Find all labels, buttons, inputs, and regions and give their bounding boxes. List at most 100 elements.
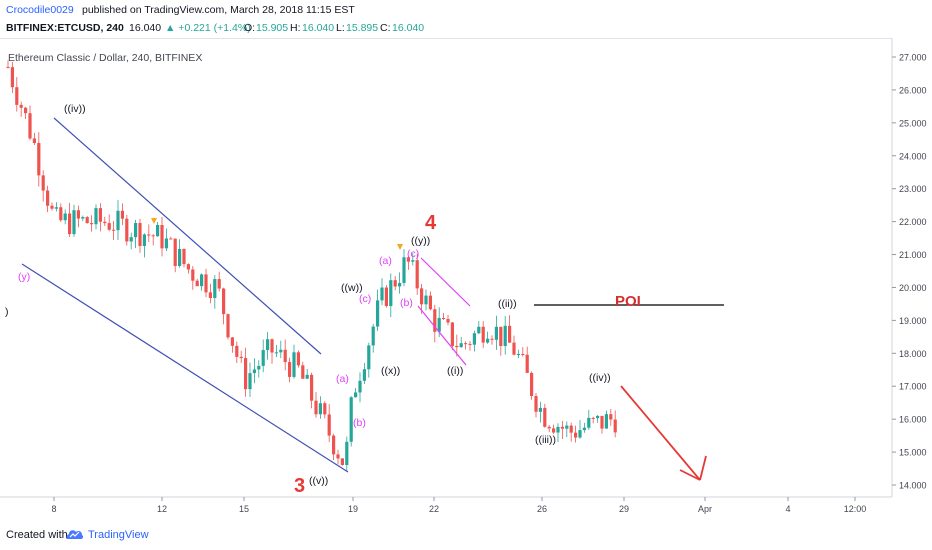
time-tick-label: 12:00 <box>844 504 867 514</box>
candle-body <box>569 425 573 433</box>
candle-body <box>613 419 617 433</box>
price-tick-label: 27.000 <box>899 53 927 63</box>
candle-body <box>362 369 366 381</box>
candle-body <box>411 260 415 262</box>
candle-body <box>314 400 318 415</box>
candle-body <box>120 210 124 219</box>
candle-body <box>472 333 476 345</box>
candle-body <box>556 426 560 433</box>
candle-body <box>208 292 212 299</box>
candle-body <box>552 428 556 433</box>
candle-body <box>32 138 36 144</box>
candle-body <box>173 238 177 266</box>
candles-layer <box>6 60 617 472</box>
published-info: published on TradingView.com, March 28, … <box>82 4 355 16</box>
candle-body <box>204 274 208 293</box>
candle-body <box>90 223 94 225</box>
candle-body <box>587 417 591 428</box>
candle-body <box>178 248 182 266</box>
chart-legend: Ethereum Classic / Dollar, 240, BITFINEX <box>8 52 202 64</box>
candle-body <box>323 403 327 415</box>
candle-body <box>530 372 534 397</box>
candle-body <box>142 234 146 246</box>
marker-triangle-left <box>151 218 157 224</box>
candle-body <box>169 238 173 240</box>
price-chart[interactable]: 27.000 26.000 25.000 24.000 23.000 22.000 21.0… <box>0 38 932 520</box>
candle-body <box>596 415 600 419</box>
high-value: 16.040 <box>302 22 335 34</box>
symbol-label: BITFINEX:ETCUSD, 240 <box>6 22 124 34</box>
candle-body <box>68 213 72 235</box>
label-iv-top: ((iv)) <box>64 103 86 115</box>
candle-body <box>63 213 67 221</box>
candle-body <box>15 87 19 105</box>
publish-header: Crocodile0029 published on TradingView.c… <box>0 0 932 20</box>
high-label: H: <box>290 22 301 34</box>
candle-body <box>424 295 428 305</box>
candle-body <box>450 322 454 346</box>
candle-body <box>345 441 349 465</box>
label-y-top: ((y)) <box>411 235 430 247</box>
candle-body <box>508 325 512 343</box>
pink-channel-upper[interactable] <box>420 257 471 307</box>
candle-body <box>336 454 340 459</box>
price-tick-label: 19.000 <box>899 316 927 326</box>
candle-body <box>103 221 107 224</box>
footer: Created with TradingView <box>0 520 932 550</box>
candle-body <box>499 326 503 347</box>
candle-body <box>81 217 85 219</box>
candle-body <box>94 208 98 225</box>
candle-body <box>420 288 424 305</box>
label-c-pink-1: (c) <box>359 293 371 305</box>
candle-body <box>349 397 353 442</box>
price-tick-label: 25.000 <box>899 118 927 128</box>
candle-body <box>19 104 23 108</box>
tradingview-brand-link[interactable]: TradingView <box>88 529 149 541</box>
candle-body <box>371 326 375 346</box>
candle-body <box>437 317 441 332</box>
label-ii: ((ii)) <box>498 298 517 310</box>
channel-lower-line[interactable] <box>21 263 349 473</box>
candle-body <box>261 350 265 366</box>
candle-body <box>41 175 45 191</box>
candle-body <box>358 380 362 393</box>
candle-body <box>85 217 89 224</box>
time-tick-label: Apr <box>698 504 712 514</box>
candle-body <box>235 345 239 357</box>
candle-body <box>481 326 485 343</box>
label-b-pink-2: (b) <box>400 297 413 309</box>
candle-body <box>10 67 14 88</box>
low-value: 15.895 <box>346 22 379 34</box>
price-tick-label: 20.000 <box>899 283 927 293</box>
projection-arrow[interactable] <box>620 385 707 481</box>
candle-body <box>393 280 397 287</box>
price-tick-label: 24.000 <box>899 151 927 161</box>
candle-body <box>305 374 309 379</box>
candle-body <box>389 280 393 307</box>
chart-frame[interactable] <box>0 38 892 498</box>
pink-channel-lower[interactable] <box>417 305 467 366</box>
candle-body <box>6 66 10 68</box>
candle-body <box>301 365 305 379</box>
channel-upper-line[interactable] <box>53 117 322 355</box>
time-axis[interactable]: 8 12 15 19 22 26 29 Apr 4 12:00 <box>51 497 866 514</box>
candle-body <box>222 288 226 315</box>
candle-body <box>604 414 608 429</box>
author-link[interactable]: Crocodile0029 <box>6 4 74 16</box>
last-price: 16.040 <box>129 22 162 34</box>
label-i: ((i)) <box>447 365 463 377</box>
candle-body <box>406 257 410 262</box>
tradingview-logo-icon[interactable] <box>66 528 84 540</box>
candle-body <box>367 345 371 370</box>
price-axis[interactable]: 27.000 26.000 25.000 24.000 23.000 22.000 21.0… <box>892 53 927 491</box>
candle-body <box>129 237 133 242</box>
label-wave-4: 4 <box>425 212 437 234</box>
candle-body <box>327 414 331 436</box>
candle-body <box>134 222 138 238</box>
label-poi: POI <box>615 293 641 310</box>
candle-body <box>512 342 516 355</box>
candle-body <box>534 396 538 412</box>
candle-body <box>138 222 142 246</box>
candle-body <box>50 205 54 209</box>
label-y-pink: (y) <box>18 271 30 283</box>
